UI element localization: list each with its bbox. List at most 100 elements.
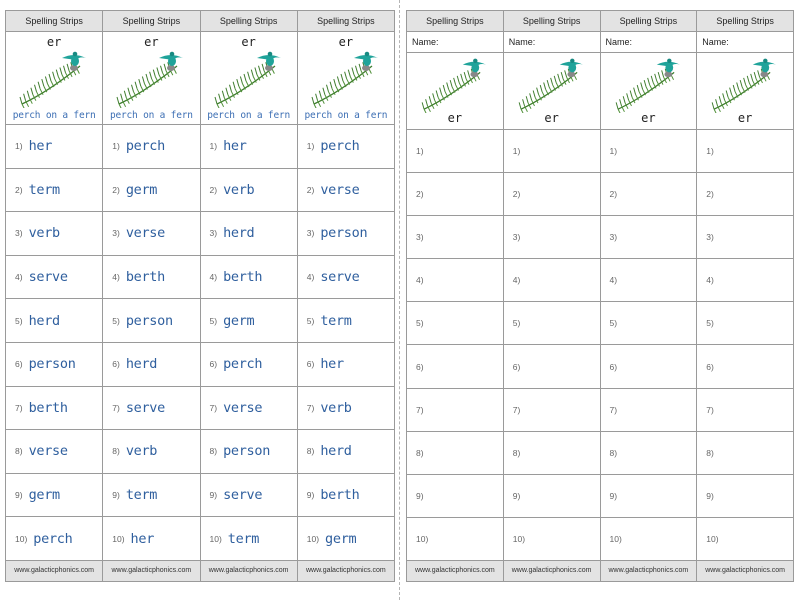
row-number: 8) [416, 447, 424, 458]
row-number: 4) [209, 272, 218, 283]
answer-row[interactable]: 6) [503, 345, 600, 389]
answer-row[interactable]: 5) [600, 302, 697, 346]
answer-row[interactable]: 5) [407, 302, 503, 346]
word-row: 10) term [200, 517, 297, 561]
answer-row[interactable]: 1) [407, 130, 503, 174]
answer-row[interactable]: 3) [600, 216, 697, 260]
answer-row[interactable]: 10) [697, 518, 793, 561]
row-number: 5) [416, 318, 424, 329]
spelling-word: serve [28, 269, 68, 286]
row-number: 8) [706, 447, 714, 458]
row-number: 6) [209, 359, 218, 370]
row-number: 6) [112, 359, 120, 370]
row-number: 9) [112, 490, 120, 501]
spelling-word: herd [28, 312, 61, 329]
word-row: 8) person [200, 430, 297, 474]
row-number: 4) [15, 272, 23, 283]
picture-caption: perch on a fern [304, 110, 388, 121]
row-number: 6) [609, 361, 618, 372]
answer-row[interactable]: 2) [407, 173, 503, 217]
answer-row[interactable]: 9) [600, 475, 697, 518]
spelling-word: berth [125, 269, 165, 286]
row-number: 8) [306, 446, 315, 457]
bird-on-fern-icon [311, 51, 378, 108]
answer-row[interactable]: 7) [503, 389, 600, 432]
spelling-strip: Spelling Strips er perch on a fern 1) perch 2… [297, 11, 394, 581]
word-row: 1) perch [297, 125, 394, 169]
answer-row[interactable]: 4) [697, 259, 793, 303]
answer-row[interactable]: 7) [600, 389, 697, 432]
answer-row[interactable]: 10) [503, 518, 600, 561]
word-row: 8) verse [6, 430, 103, 474]
name-field[interactable]: Name: [697, 32, 793, 53]
answer-row[interactable]: 9) [503, 475, 600, 518]
row-number: 3) [416, 232, 424, 243]
answer-row[interactable]: 2) [600, 173, 697, 217]
answer-row[interactable]: 1) [600, 130, 697, 174]
answer-row[interactable]: 1) [697, 130, 793, 174]
name-field[interactable]: Name: [503, 32, 600, 53]
name-field[interactable]: Name: [600, 32, 697, 53]
answer-row[interactable]: 3) [407, 216, 503, 260]
answer-row[interactable]: 7) [697, 389, 793, 432]
row-number: 7) [112, 402, 120, 413]
word-row: 5) germ [200, 299, 297, 343]
test-strip: Spelling Strips Name: er 1) 2) 3) 4) 5) 6) 7) 8) 9)… [697, 11, 793, 581]
spelling-word: term [125, 487, 158, 504]
answer-row[interactable]: 6) [600, 345, 697, 389]
row-number: 3) [706, 232, 714, 243]
answer-row[interactable]: 4) [407, 259, 503, 303]
footer-url: www.galacticphonics.com [200, 560, 297, 581]
row-number: 4) [306, 272, 315, 283]
answer-row[interactable]: 5) [697, 302, 793, 346]
spelling-strip: Spelling Strips er perch on a fern 1) perch 2… [103, 11, 201, 581]
answer-row[interactable]: 7) [407, 389, 503, 432]
answer-row[interactable]: 2) [503, 173, 600, 217]
answer-row[interactable]: 10) [407, 518, 503, 561]
spelling-word: person [223, 443, 271, 460]
row-number: 3) [609, 232, 618, 243]
answer-row[interactable]: 6) [697, 345, 793, 389]
word-row: 3) verb [6, 212, 103, 256]
word-row: 2) germ [103, 169, 200, 213]
answer-row[interactable]: 8) [503, 432, 600, 475]
spelling-word: serve [125, 399, 165, 416]
answer-row[interactable]: 4) [600, 259, 697, 303]
row-number: 6) [706, 361, 714, 372]
answer-row[interactable]: 6) [407, 345, 503, 389]
footer-url: www.galacticphonics.com [103, 560, 200, 581]
picture-panel: er [697, 53, 793, 130]
spelling-word: person [320, 225, 368, 242]
row-number: 4) [609, 275, 618, 286]
answer-row[interactable]: 1) [503, 130, 600, 174]
spelling-word: perch [320, 138, 360, 155]
strip-title: Spelling Strips [6, 11, 103, 32]
answer-row[interactable]: 3) [697, 216, 793, 260]
answer-row[interactable]: 4) [503, 259, 600, 303]
row-number: 2) [209, 184, 218, 195]
row-number: 1) [209, 141, 218, 152]
picture-panel: er perch on a fern [103, 32, 200, 125]
answer-row[interactable]: 10) [600, 518, 697, 561]
answer-row[interactable]: 9) [697, 475, 793, 518]
row-number: 4) [512, 275, 521, 286]
answer-row[interactable]: 5) [503, 302, 600, 346]
sound-label: er [144, 35, 159, 49]
row-number: 10) [706, 533, 719, 544]
row-number: 1) [706, 146, 714, 157]
spelling-word: herd [223, 225, 255, 242]
answer-row[interactable]: 8) [600, 432, 697, 475]
answer-row[interactable]: 8) [697, 432, 793, 475]
word-row: 5) herd [6, 299, 103, 343]
answer-row[interactable]: 3) [503, 216, 600, 260]
answer-row[interactable]: 2) [697, 173, 793, 217]
practice-sheet-with-words: Spelling Strips er perch on a fern 1) her 2) t… [5, 10, 395, 582]
bird-on-fern-icon [214, 51, 281, 108]
row-number: 10) [512, 533, 526, 544]
answer-row[interactable]: 8) [407, 432, 503, 475]
name-field[interactable]: Name: [407, 32, 503, 53]
row-number: 6) [512, 361, 521, 372]
row-number: 5) [112, 315, 120, 326]
row-number: 1) [112, 141, 120, 152]
answer-row[interactable]: 9) [407, 475, 503, 518]
